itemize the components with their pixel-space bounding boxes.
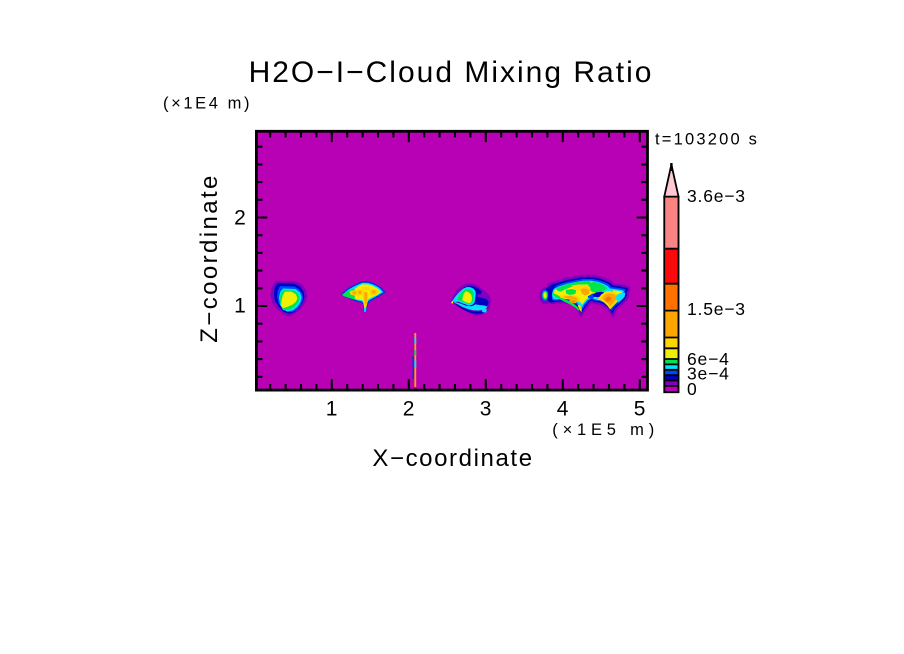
- svg-text:(×1E4 m): (×1E4 m): [163, 95, 252, 113]
- svg-text:0: 0: [687, 379, 698, 399]
- svg-text:2: 2: [403, 398, 415, 421]
- svg-text:6e−4: 6e−4: [687, 349, 730, 369]
- svg-text:t=103200 s: t=103200 s: [655, 131, 759, 149]
- svg-text:1: 1: [234, 295, 246, 318]
- svg-text:3.6e−3: 3.6e−3: [687, 186, 746, 206]
- svg-text:2: 2: [234, 207, 246, 230]
- svg-text:1.5e−3: 1.5e−3: [687, 299, 746, 319]
- svg-text:X−coordinate: X−coordinate: [372, 445, 533, 472]
- svg-text:3: 3: [480, 398, 492, 421]
- svg-text:4: 4: [557, 398, 569, 421]
- svg-text:5: 5: [634, 398, 646, 421]
- svg-text:H2O−I−Cloud Mixing Ratio: H2O−I−Cloud Mixing Ratio: [249, 56, 654, 89]
- svg-text:Z−coordinate: Z−coordinate: [196, 173, 223, 343]
- svg-text:1: 1: [326, 398, 338, 421]
- svg-text:3e−4: 3e−4: [687, 363, 730, 383]
- svg-text:(×1E5 m): (×1E5 m): [552, 421, 659, 439]
